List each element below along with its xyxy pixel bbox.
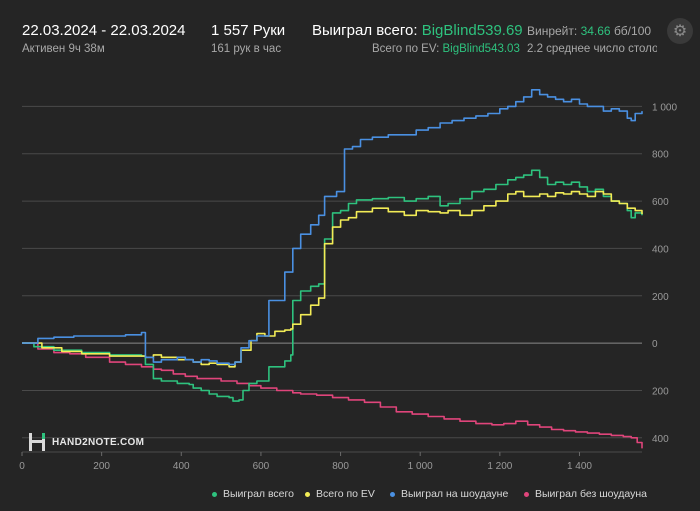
total-won-label: Выиграл всего:	[312, 22, 418, 39]
hands-count: 1 557 Руки	[211, 22, 286, 39]
x-tick-label: 1 000	[408, 461, 433, 472]
y-tick-label: 400	[652, 434, 669, 445]
x-tick-label: 800	[332, 461, 349, 472]
hand2note-logo-text: HAND2NOTE.COM	[52, 436, 145, 448]
active-time: Активен 9ч 38м	[22, 43, 105, 55]
winrate: Винрейт: 34.66 бб/100	[527, 24, 651, 38]
gear-icon: ⚙	[672, 23, 688, 40]
legend-nonshowdown[interactable]: Выиграл без шоудауна	[524, 488, 647, 500]
chart: 400 200 0 200 400 600 800 1 000 0 200 400 600 800 1 0…	[19, 89, 677, 472]
x-tick-label: 0	[19, 461, 25, 472]
y-tick-label: 600	[652, 197, 669, 208]
legend-ev[interactable]: Всего по EV	[305, 488, 375, 500]
x-tick-label: 600	[253, 461, 270, 472]
winrate-value: 34.66	[580, 24, 611, 38]
y-tick-label: 400	[652, 244, 669, 255]
legend-showdown-label: Выиграл на шоудауне	[401, 488, 509, 500]
legend-ev-marker	[305, 491, 310, 497]
y-tick-label: 1 000	[652, 102, 677, 113]
total-won-value: BigBlind539.69	[421, 22, 523, 39]
x-tick-label: 400	[173, 461, 190, 472]
legend-won-label: Выиграл всего	[223, 488, 294, 500]
legend-showdown[interactable]: Выиграл на шоудауне	[390, 488, 508, 500]
series-line-showdown	[22, 89, 643, 366]
legend-nonshowdown-marker	[524, 491, 529, 497]
x-tick-label: 1 400	[567, 461, 592, 472]
hand2note-logo: HAND2NOTE.COM	[28, 432, 144, 452]
legend-won-marker	[212, 491, 217, 497]
x-tick-label: 1 200	[487, 461, 512, 472]
winrate-unit: бб/100	[613, 24, 652, 38]
series-line-won	[22, 169, 643, 402]
date-range: 22.03.2024 - 22.03.2024	[22, 22, 186, 39]
y-tick-label: 800	[652, 150, 669, 161]
hand2note-logo-icon	[29, 433, 45, 451]
winrate-label: Винрейт:	[527, 24, 578, 38]
y-tick-label: 200	[652, 292, 669, 303]
hands-per-hour: 161 рук в час	[211, 43, 282, 55]
legend-showdown-marker	[390, 491, 395, 497]
legend-nonshowdown-label: Выиграл без шоудауна	[535, 488, 647, 500]
ev-total: Всего по EV: BigBlind543.03	[372, 43, 520, 55]
legend-won[interactable]: Выиграл всего	[212, 488, 294, 500]
x-tick-label: 200	[93, 461, 110, 472]
avg-tables: 2.2 среднее число столо	[527, 43, 657, 55]
y-tick-label: 200	[652, 386, 669, 397]
ev-total-value: BigBlind543.03	[442, 43, 520, 55]
settings-button[interactable]: ⚙	[667, 18, 693, 44]
ev-total-label: Всего по EV:	[372, 43, 440, 55]
total-won: Выиграл всего: BigBlind539.69	[312, 22, 523, 39]
legend-ev-label: Всего по EV	[316, 488, 375, 500]
y-tick-label: 0	[652, 339, 658, 350]
